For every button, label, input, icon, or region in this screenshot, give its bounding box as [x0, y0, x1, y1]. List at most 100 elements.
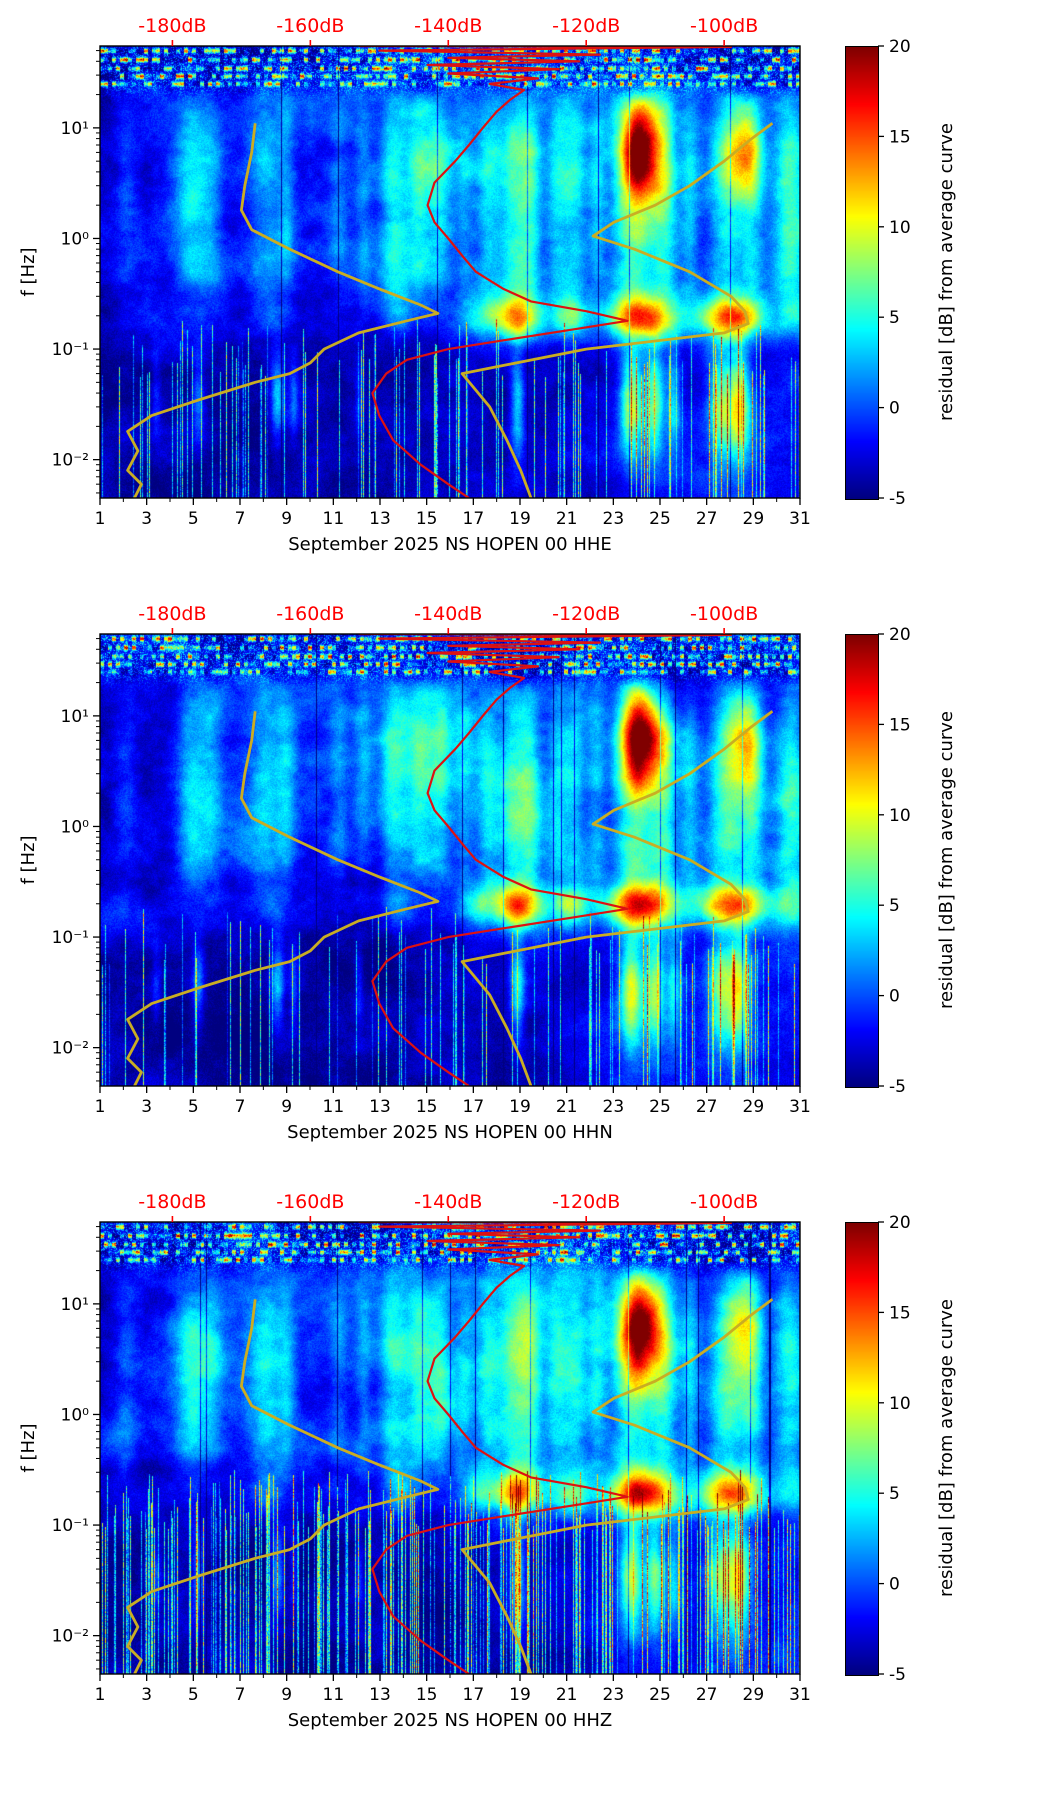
- colorbar-tick-label: 20: [889, 625, 911, 645]
- colorbar-tick-label: -5: [889, 1077, 906, 1097]
- x-tick-label: 13: [369, 509, 391, 529]
- spectrogram-heatmap-hhe: [100, 46, 800, 498]
- x-tick-label: 3: [141, 1685, 152, 1705]
- db-tick-label: -100dB: [690, 603, 758, 625]
- x-tick-label: 31: [789, 509, 811, 529]
- colorbar-tick-label: 0: [889, 987, 900, 1007]
- colorbar-axis-label: residual [dB] from average curve: [936, 1299, 957, 1597]
- db-tick-label: -180dB: [138, 1191, 206, 1213]
- colorbar-hhe: [845, 46, 879, 500]
- db-tick-label: -160dB: [276, 1191, 344, 1213]
- spectrogram-heatmap-hhn: [100, 634, 800, 1086]
- x-tick-label: 23: [603, 1685, 625, 1705]
- colorbar-tick-label: 5: [889, 308, 900, 328]
- db-tick-label: -160dB: [276, 603, 344, 625]
- colorbar-tick-label: 10: [889, 806, 911, 826]
- x-tick-label: 1: [95, 1097, 106, 1117]
- x-tick-label: 7: [235, 509, 246, 529]
- colorbar-tick-label: 15: [889, 1303, 911, 1323]
- y-tick-label: 10⁰: [61, 229, 90, 249]
- x-tick-label: 25: [649, 509, 671, 529]
- x-tick-label: 17: [463, 1097, 485, 1117]
- colorbar-tick-label: 0: [889, 399, 900, 419]
- x-tick-label: 29: [743, 509, 765, 529]
- colorbar-tick-label: 20: [889, 1213, 911, 1233]
- x-tick-label: 15: [416, 509, 438, 529]
- x-tick-label: 29: [743, 1685, 765, 1705]
- x-tick-label: 23: [603, 1097, 625, 1117]
- colorbar-axis-label: residual [dB] from average curve: [936, 123, 957, 421]
- y-tick-label: 10⁻²: [52, 1039, 89, 1059]
- x-tick-label: 9: [281, 1685, 292, 1705]
- y-axis-label: f [Hz]: [18, 247, 39, 296]
- y-axis-label: f [Hz]: [18, 835, 39, 884]
- db-tick-label: -120dB: [552, 15, 620, 37]
- x-tick-label: 9: [281, 509, 292, 529]
- db-tick-label: -160dB: [276, 15, 344, 37]
- x-tick-label: 11: [323, 509, 345, 529]
- x-tick-label: 13: [369, 1097, 391, 1117]
- y-tick-label: 10⁻²: [52, 1627, 89, 1647]
- x-tick-label: 25: [649, 1685, 671, 1705]
- x-tick-label: 17: [463, 1685, 485, 1705]
- x-tick-label: 21: [556, 509, 578, 529]
- x-tick-label: 3: [141, 1097, 152, 1117]
- x-tick-label: 13: [369, 1685, 391, 1705]
- x-tick-label: 27: [696, 509, 718, 529]
- x-tick-label: 5: [188, 1685, 199, 1705]
- x-tick-label: 15: [416, 1685, 438, 1705]
- colorbar-hhn: [845, 634, 879, 1088]
- x-axis-title-hhn: September 2025 NS HOPEN 00 HHN: [287, 1122, 613, 1143]
- colorbar-tick-label: 10: [889, 1394, 911, 1414]
- x-tick-label: 27: [696, 1097, 718, 1117]
- x-tick-label: 11: [323, 1685, 345, 1705]
- y-tick-label: 10⁻¹: [52, 928, 89, 948]
- db-tick-label: -120dB: [552, 603, 620, 625]
- panel-hhn: 1 3 5 7 9 11 13 15 17 19 21 23 25 27 29 31 10⁻² 10⁻¹ 10⁰ 10…: [0, 588, 1052, 1176]
- y-tick-label: 10¹: [61, 707, 89, 727]
- x-tick-label: 17: [463, 509, 485, 529]
- y-tick-label: 10⁻¹: [52, 340, 89, 360]
- x-tick-label: 7: [235, 1685, 246, 1705]
- colorbar-tick-label: -5: [889, 1665, 906, 1685]
- spectrogram-heatmap-hhz: [100, 1222, 800, 1674]
- x-axis-title-hhz: September 2025 NS HOPEN 00 HHZ: [287, 1710, 613, 1731]
- db-tick-label: -140dB: [414, 603, 482, 625]
- db-tick-label: -140dB: [414, 1191, 482, 1213]
- db-tick-label: -180dB: [138, 603, 206, 625]
- x-tick-label: 15: [416, 1097, 438, 1117]
- x-axis-title-hhe: September 2025 NS HOPEN 00 HHE: [288, 534, 612, 555]
- x-tick-label: 5: [188, 509, 199, 529]
- y-tick-label: 10⁻¹: [52, 1516, 89, 1536]
- db-tick-label: -180dB: [138, 15, 206, 37]
- x-tick-label: 11: [323, 1097, 345, 1117]
- y-tick-label: 10⁰: [61, 817, 90, 837]
- x-tick-label: 5: [188, 1097, 199, 1117]
- x-tick-label: 7: [235, 1097, 246, 1117]
- y-axis-label: f [Hz]: [18, 1423, 39, 1472]
- colorbar-hhz: [845, 1222, 879, 1676]
- colorbar-tick-label: 0: [889, 1575, 900, 1595]
- x-tick-label: 27: [696, 1685, 718, 1705]
- db-tick-label: -120dB: [552, 1191, 620, 1213]
- x-tick-label: 19: [509, 509, 531, 529]
- x-tick-label: 9: [281, 1097, 292, 1117]
- x-tick-label: 31: [789, 1097, 811, 1117]
- colorbar-tick-label: 5: [889, 896, 900, 916]
- colorbar-tick-label: 15: [889, 715, 911, 735]
- y-tick-label: 10¹: [61, 1295, 89, 1315]
- x-tick-label: 31: [789, 1685, 811, 1705]
- colorbar-tick-label: 10: [889, 218, 911, 238]
- y-tick-label: 10¹: [61, 119, 89, 139]
- x-tick-label: 1: [95, 509, 106, 529]
- x-tick-label: 1: [95, 1685, 106, 1705]
- x-tick-label: 25: [649, 1097, 671, 1117]
- db-tick-label: -100dB: [690, 15, 758, 37]
- colorbar-tick-label: -5: [889, 489, 906, 509]
- panel-hhz: 1 3 5 7 9 11 13 15 17 19 21 23 25 27 29 31 10⁻² 10⁻¹ 10⁰ 10…: [0, 1176, 1052, 1764]
- x-tick-label: 23: [603, 509, 625, 529]
- y-tick-label: 10⁻²: [52, 451, 89, 471]
- colorbar-tick-label: 5: [889, 1484, 900, 1504]
- colorbar-tick-label: 15: [889, 127, 911, 147]
